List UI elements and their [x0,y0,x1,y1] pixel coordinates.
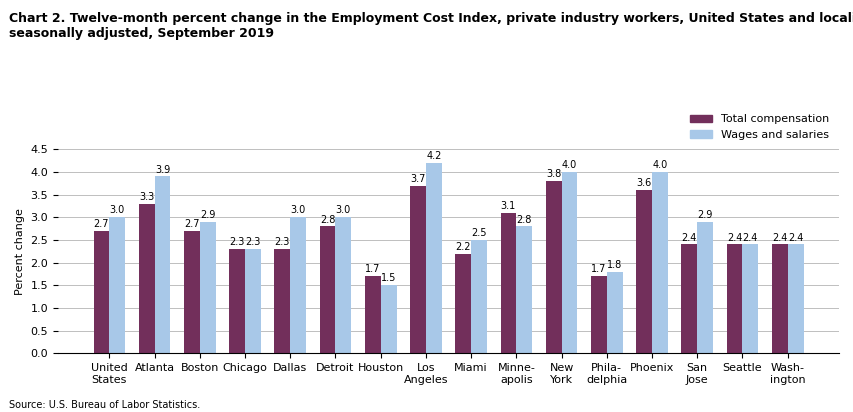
Text: 1.8: 1.8 [606,260,622,270]
Bar [200,222,215,353]
Bar [138,204,154,353]
Text: 3.0: 3.0 [290,206,305,215]
Bar [409,185,426,353]
Bar [741,244,757,353]
Bar [380,285,396,353]
Bar [545,181,561,353]
Bar [364,276,380,353]
Bar [109,217,125,353]
Bar [516,226,531,353]
Text: 3.3: 3.3 [139,192,154,202]
Text: 2.4: 2.4 [771,233,786,243]
Text: 2.3: 2.3 [245,237,260,247]
Text: 2.7: 2.7 [94,219,109,229]
Bar [335,217,351,353]
Text: 4.2: 4.2 [426,151,441,161]
Bar [426,163,441,353]
Text: 2.4: 2.4 [681,233,696,243]
Bar [183,231,200,353]
Bar [274,249,290,353]
Bar [455,253,471,353]
Bar [590,276,606,353]
Bar [290,217,305,353]
Text: 4.0: 4.0 [652,160,667,170]
Text: 1.5: 1.5 [380,274,396,283]
Bar [786,244,803,353]
Text: Source: U.S. Bureau of Labor Statistics.: Source: U.S. Bureau of Labor Statistics. [9,400,200,410]
Text: 3.1: 3.1 [500,201,515,211]
Text: 2.4: 2.4 [742,233,757,243]
Text: 1.7: 1.7 [590,265,606,274]
Bar [606,272,622,353]
Bar [681,244,696,353]
Text: 2.8: 2.8 [516,215,531,225]
Text: 2.9: 2.9 [200,210,215,220]
Bar [94,231,109,353]
Bar [319,226,335,353]
Bar [635,190,651,353]
Text: 2.8: 2.8 [320,215,335,225]
Bar [245,249,260,353]
Text: 3.9: 3.9 [154,165,170,175]
Bar [726,244,741,353]
Text: 4.0: 4.0 [561,160,577,170]
Text: 3.6: 3.6 [635,178,651,188]
Text: 2.2: 2.2 [455,242,470,252]
Text: 3.0: 3.0 [109,206,125,215]
Text: Chart 2. Twelve-month percent change in the Employment Cost Index, private indus: Chart 2. Twelve-month percent change in … [9,12,853,40]
Text: 3.8: 3.8 [545,169,560,179]
Bar [229,249,245,353]
Text: 3.7: 3.7 [409,174,425,184]
Text: 2.3: 2.3 [229,237,245,247]
Text: 1.7: 1.7 [364,265,380,274]
Text: 2.9: 2.9 [697,210,712,220]
Text: 2.4: 2.4 [787,233,803,243]
Text: 2.4: 2.4 [726,233,741,243]
Y-axis label: Percent change: Percent change [15,208,25,295]
Bar [771,244,786,353]
Bar [651,172,667,353]
Text: 2.5: 2.5 [471,228,486,238]
Bar [500,213,516,353]
Bar [696,222,712,353]
Text: 3.0: 3.0 [335,206,351,215]
Bar [561,172,577,353]
Bar [154,176,171,353]
Text: 2.3: 2.3 [275,237,290,247]
Bar [471,240,486,353]
Text: 2.7: 2.7 [184,219,200,229]
Legend: Total compensation, Wages and salaries: Total compensation, Wages and salaries [684,110,833,144]
